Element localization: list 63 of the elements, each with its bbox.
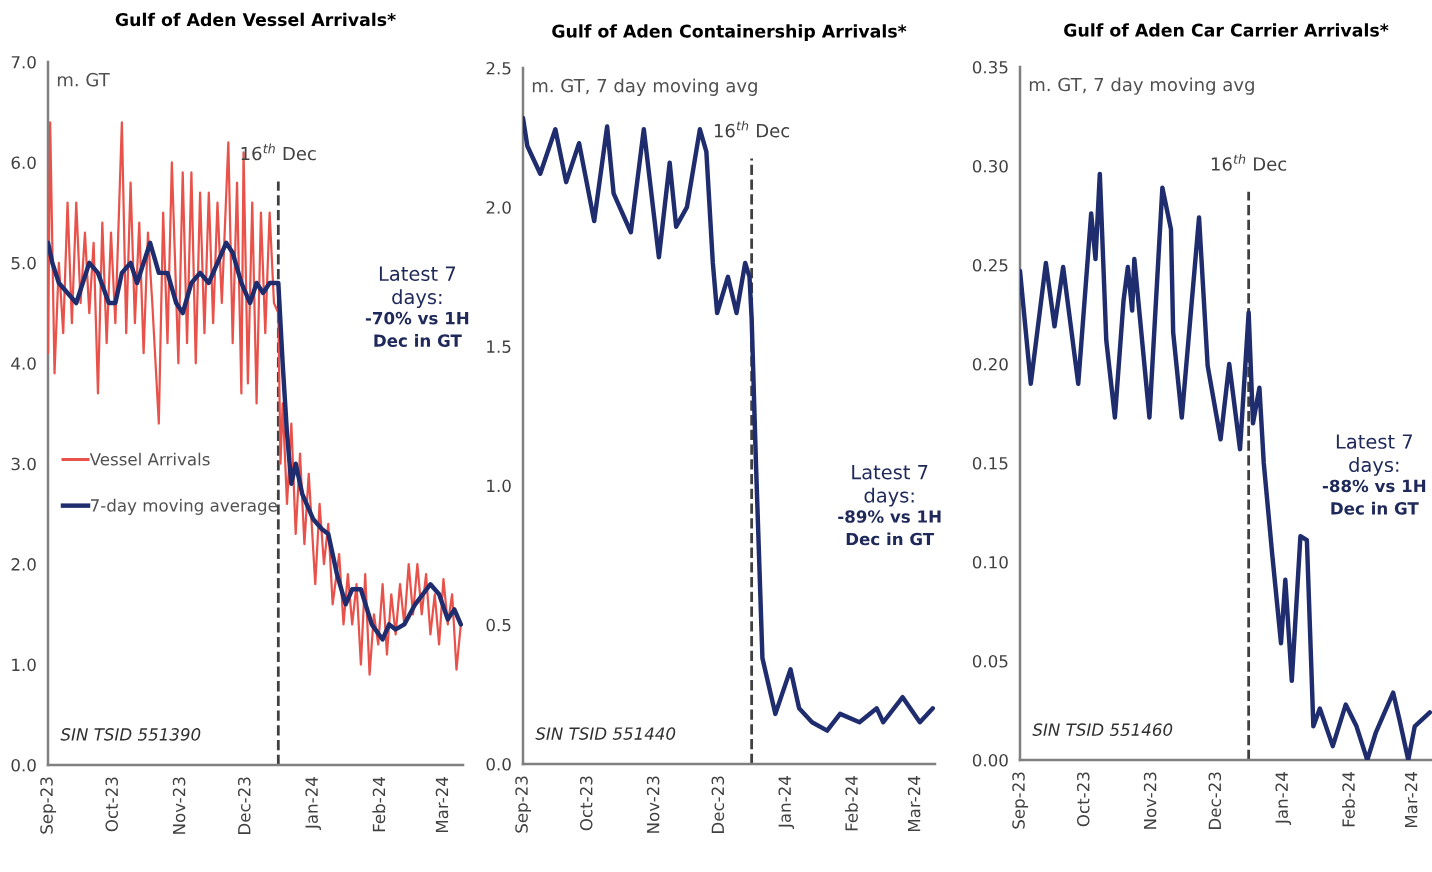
x-tick-label: Dec-23: [1208, 772, 1222, 829]
x-tick-label: Jan-24: [778, 776, 795, 829]
y-axis-title: m. GT, 7 day moving avg: [1029, 77, 1254, 95]
x-tick-label: Sep-23: [515, 776, 532, 833]
y-tick-label: 0.30: [972, 159, 1008, 173]
y-tick-label: 0.0: [11, 758, 36, 772]
x-tick-label: Nov-23: [1143, 772, 1157, 829]
annotation: -70% vs 1H Dec in GT: [365, 311, 469, 347]
annotation: SIN TSID 551390: [60, 728, 201, 741]
y-tick-label: 0.25: [972, 258, 1008, 272]
legend-label: Vessel Arrivals: [89, 452, 210, 466]
y-tick-label: 0.05: [972, 654, 1008, 668]
annotation: Latest 7 days:: [852, 465, 928, 507]
legend-label: 7-day moving average: [91, 498, 277, 515]
y-tick-label: 2.0: [486, 201, 511, 214]
x-tick-label: Feb-24: [372, 777, 386, 832]
x-tick-label: Oct-23: [105, 777, 119, 832]
y-tick-label: 0.10: [972, 555, 1008, 569]
y-tick-label: 4.0: [11, 357, 36, 370]
x-tick-label: Oct-23: [1076, 772, 1090, 827]
x-tick-label: Sep-23: [40, 777, 57, 834]
y-tick-label: 2.5: [486, 61, 511, 75]
x-tick-label: Mar-24: [435, 777, 449, 833]
annotation: Latest 7 days:: [379, 266, 456, 309]
y-tick-label: 0.35: [972, 60, 1008, 74]
y-tick-label: 1.5: [487, 340, 511, 353]
chart-title: Gulf of Aden Containership Arrivals*: [552, 24, 907, 42]
y-tick-label: 1.0: [487, 479, 511, 493]
x-tick-label: Mar-24: [907, 776, 921, 832]
annotation: SIN TSID 551460: [1032, 723, 1173, 736]
y-axis-title: m. GT: [57, 72, 110, 87]
annotation: Latest 7 days:: [1336, 434, 1412, 476]
y-tick-label: 0.00: [972, 753, 1008, 767]
y-tick-label: 1.0: [12, 658, 36, 672]
ref-line-label: 16$^{th}$ Dec: [1211, 154, 1287, 171]
y-tick-label: 0.15: [972, 456, 1008, 470]
x-tick-label: Jan-24: [305, 777, 322, 830]
x-tick-label: Feb-24: [1341, 772, 1355, 827]
y-axis-title: m. GT, 7 day moving avg: [532, 78, 757, 96]
x-tick-label: Feb-24: [844, 776, 858, 831]
annotation: -88% vs 1H Dec in GT: [1322, 479, 1426, 515]
x-tick-label: Nov-23: [172, 777, 186, 834]
y-tick-label: 6.0: [11, 156, 36, 169]
ref-line-label: 16$^{th}$ Dec: [241, 143, 316, 161]
y-tick-label: 2.0: [11, 558, 36, 571]
y-tick-label: 7.0: [11, 55, 36, 69]
x-tick-label: Mar-24: [1404, 772, 1418, 828]
x-tick-label: Dec-23: [711, 776, 725, 833]
annotation: SIN TSID 551440: [535, 727, 676, 740]
ref-line-label: 16$^{th}$ Dec: [714, 120, 790, 138]
x-tick-label: Sep-23: [1012, 772, 1029, 829]
annotation: -89% vs 1H Dec in GT: [838, 510, 941, 546]
x-tick-label: Jan-24: [1275, 772, 1292, 825]
y-tick-label: 0.0: [486, 757, 511, 771]
chart-title: Gulf of Aden Car Carrier Arrivals*: [1064, 23, 1389, 37]
x-tick-label: Nov-23: [646, 776, 660, 833]
y-tick-label: 0.20: [972, 357, 1008, 371]
y-tick-label: 0.5: [486, 618, 511, 632]
y-tick-label: 5.0: [11, 256, 36, 270]
chart-title: Gulf of Aden Vessel Arrivals*: [115, 12, 396, 27]
x-tick-label: Dec-23: [237, 777, 251, 834]
x-tick-label: Oct-23: [579, 776, 593, 831]
y-tick-label: 3.0: [11, 457, 36, 471]
